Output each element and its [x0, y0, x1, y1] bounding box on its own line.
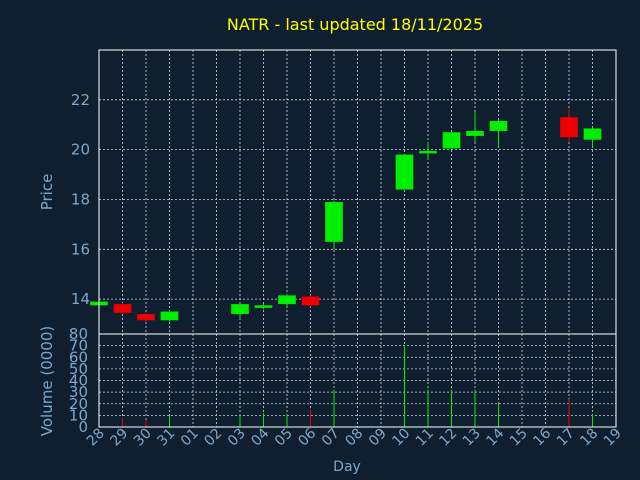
candles — [90, 108, 602, 322]
candle-body — [419, 150, 437, 154]
x-axis-label: Day — [333, 459, 361, 475]
candle-body — [442, 132, 461, 149]
candle-body — [278, 295, 296, 305]
price-tick-label: 14 — [71, 290, 90, 308]
candle-body — [560, 117, 578, 138]
price-axis-label: Price — [38, 174, 56, 211]
candle-body — [137, 314, 155, 321]
candle-body — [254, 305, 273, 308]
volume-tick-label: 80 — [69, 325, 88, 343]
chart-title: NATR - last updated 18/11/2025 — [227, 15, 483, 34]
price-tick-label: 22 — [71, 91, 90, 109]
price-tick-label: 20 — [71, 141, 90, 159]
price-gridlines — [99, 50, 616, 334]
volume-tick-label: 40 — [69, 372, 88, 390]
volume-tick-label: 60 — [69, 348, 88, 366]
candle-body — [325, 201, 343, 242]
volume-panel-frame — [98, 333, 617, 428]
volume-axis-label: Volume (0000) — [38, 326, 56, 436]
price-tick-label: 16 — [71, 240, 90, 258]
volume-tick-label: 0 — [78, 418, 88, 436]
candle-body — [160, 311, 179, 321]
volume-tick-label: 50 — [69, 360, 88, 378]
candle-body — [395, 154, 414, 190]
volume-tick-label: 30 — [69, 383, 88, 401]
x-tick-labels: 28 29 30 31 01 02 03 04 05 06 07 08 09 10 11 12 13 14 15 16… — [84, 425, 625, 449]
candle-body — [489, 121, 508, 131]
candle-body — [301, 296, 320, 306]
price-tick-label: 18 — [71, 190, 90, 208]
candle-body — [113, 304, 132, 313]
volume-tick-label: 70 — [69, 337, 88, 355]
candle-body — [583, 128, 602, 140]
volume-tick-label: 20 — [69, 395, 88, 413]
candle-body — [466, 130, 484, 136]
price-tick-labels: 14 16 18 20 22 — [71, 91, 90, 308]
volume-tick-label: 10 — [69, 406, 88, 424]
candle-body — [231, 304, 249, 315]
volume-bars — [98, 345, 593, 427]
